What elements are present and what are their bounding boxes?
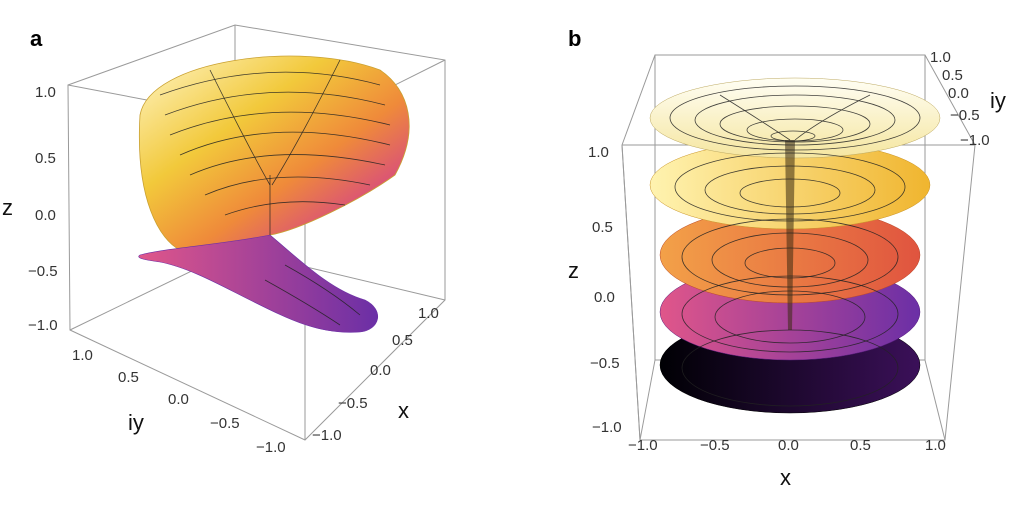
panel-a-iy-label: iy xyxy=(128,410,144,435)
panel-a-z-tick: 0.0 xyxy=(35,207,56,224)
panel-b-z-axis: 1.0 0.5 0.0 −0.5 −1.0 z xyxy=(568,144,622,436)
panel-b-x-tick: −0.5 xyxy=(700,437,730,454)
panel-a-z-tick: 0.5 xyxy=(35,150,56,167)
panel-a-iy-tick: 1.0 xyxy=(72,347,93,364)
panel-b-x-tick: 1.0 xyxy=(925,437,946,454)
panel-a-label: a xyxy=(30,26,43,51)
panel-b-iy-tick: 0.0 xyxy=(948,85,969,102)
panel-a-x-tick: 0.0 xyxy=(370,362,391,379)
panel-b-z-tick: 1.0 xyxy=(588,144,609,161)
panel-b-z-tick: 0.5 xyxy=(592,219,613,236)
panel-b-iy-label: iy xyxy=(990,88,1006,113)
panel-b-iy-tick: −1.0 xyxy=(960,132,990,149)
panel-a-iy-tick: −1.0 xyxy=(256,439,286,456)
panel-a-x-tick: −0.5 xyxy=(338,395,368,412)
panel-a-iy-tick: −0.5 xyxy=(210,415,240,432)
panel-b-z-label: z xyxy=(568,258,579,283)
panel-a-iy-tick: 0.0 xyxy=(168,391,189,408)
panel-b-z-tick: −1.0 xyxy=(592,419,622,436)
panel-a-surface xyxy=(138,55,410,333)
panel-b-x-label: x xyxy=(780,465,791,490)
panel-a-iy-tick: 0.5 xyxy=(118,369,139,386)
panel-a-x-tick: −1.0 xyxy=(312,427,342,444)
panel-b-surface xyxy=(649,77,941,414)
panel-b-z-tick: 0.0 xyxy=(594,289,615,306)
panel-a-iy-axis: 1.0 0.5 0.0 −0.5 −1.0 iy xyxy=(72,347,286,456)
panel-b-x-tick: −1.0 xyxy=(628,437,658,454)
panel-a-x-tick: 0.5 xyxy=(392,332,413,349)
panel-a-z-axis: 1.0 0.5 0.0 −0.5 −1.0 z xyxy=(2,84,58,334)
panel-a-x-tick: 1.0 xyxy=(418,305,439,322)
panel-a-z-tick: −1.0 xyxy=(28,317,58,334)
panel-a-z-label: z xyxy=(2,195,13,220)
panel-b-x-tick: 0.5 xyxy=(850,437,871,454)
panel-b-x-axis: −1.0 −0.5 0.0 0.5 1.0 x xyxy=(628,437,946,490)
panel-a-x-label: x xyxy=(398,398,409,423)
panel-b-iy-axis: 1.0 0.5 0.0 −0.5 −1.0 iy xyxy=(930,49,1006,149)
panel-a-z-tick: −0.5 xyxy=(28,263,58,280)
panel-a-x-axis: 1.0 0.5 0.0 −0.5 −1.0 x xyxy=(312,305,439,444)
panel-b-iy-tick: 1.0 xyxy=(930,49,951,66)
panel-a: a 1. xyxy=(2,24,446,456)
panel-b-iy-tick: 0.5 xyxy=(942,67,963,84)
panel-b-iy-tick: −0.5 xyxy=(950,107,980,124)
panel-b-x-tick: 0.0 xyxy=(778,437,799,454)
panel-b: b xyxy=(568,26,1006,490)
panel-a-z-tick: 1.0 xyxy=(35,84,56,101)
panel-b-z-tick: −0.5 xyxy=(590,355,620,372)
panel-b-label: b xyxy=(568,26,581,51)
